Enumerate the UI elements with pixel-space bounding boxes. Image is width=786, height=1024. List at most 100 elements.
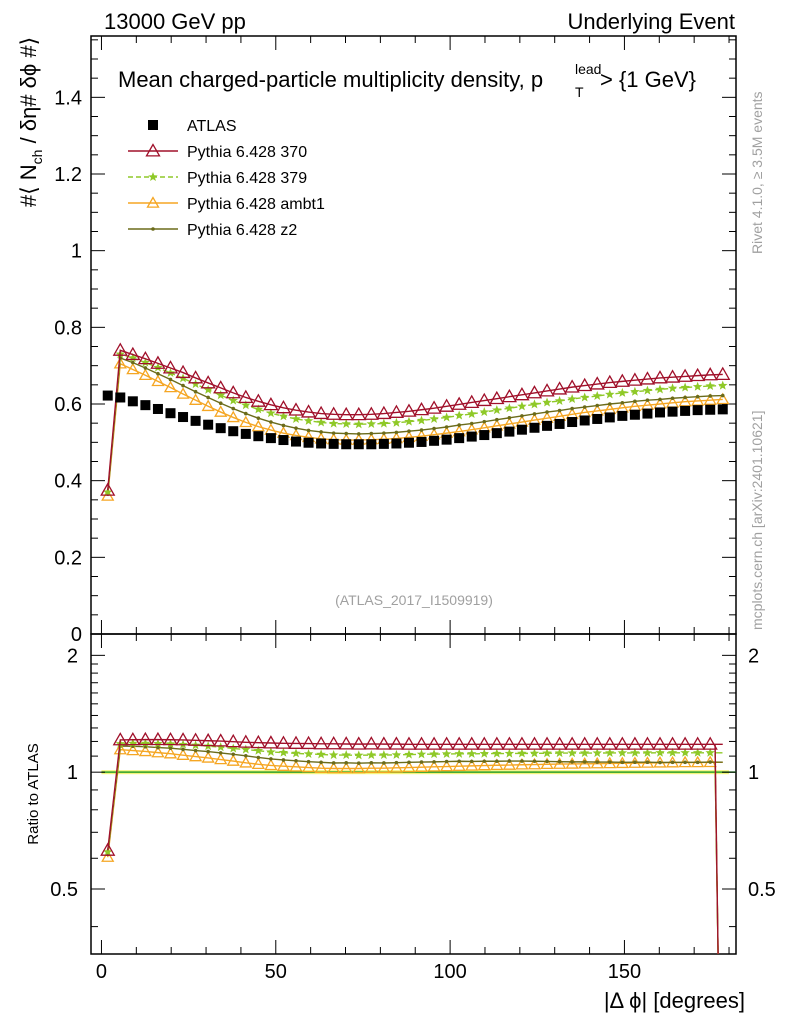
ratio-point-p370 [577, 736, 593, 750]
main-y-tick-label: 0.4 [54, 471, 82, 493]
point-p370 [551, 381, 568, 395]
ratio-point-p379 [579, 748, 590, 758]
ratio-y-axis-label-group: Ratio to ATLAS [25, 743, 42, 844]
point-p379 [140, 357, 151, 367]
point-p379 [605, 389, 615, 399]
point-p370 [263, 396, 279, 411]
ratio-point-z2 [369, 761, 374, 765]
point-p379 [354, 419, 364, 429]
ratio-point-ambt1 [239, 756, 253, 768]
ratio-point-p370 [338, 736, 354, 750]
mcplots-label: mcplots.cern.ch [arXiv:2401.10621] [749, 411, 765, 630]
point-z2 [143, 366, 148, 370]
point-atlas [127, 396, 138, 407]
svg-text:#⟨ Nch / δη# δϕ #⟩: #⟨ Nch / δη# δϕ #⟩ [16, 37, 45, 207]
ratio-point-ambt1 [414, 760, 429, 772]
ratio-point-p379 [266, 747, 276, 757]
point-p370 [338, 406, 354, 421]
ratio-point-p379 [404, 749, 414, 759]
ratio-point-z2 [218, 751, 223, 755]
ratio-point-p379 [128, 738, 138, 748]
chart-title-sub: T [575, 84, 584, 100]
point-p370 [652, 370, 668, 384]
point-p370 [451, 396, 467, 410]
ratio-point-p379 [479, 748, 490, 758]
ratio-point-p370 [702, 736, 718, 750]
legend-marker-ambt1 [146, 196, 160, 208]
point-p379 [328, 418, 339, 428]
ratio-point-ambt1 [289, 760, 303, 772]
ratio-point-ambt1 [214, 752, 228, 765]
chart-title: Mean charged-particle multiplicity densi… [118, 67, 543, 92]
point-p379 [680, 382, 690, 392]
ratio-point-ambt1 [578, 756, 592, 769]
ratio-point-p379 [253, 745, 264, 755]
point-z2 [344, 431, 349, 436]
point-p379 [203, 384, 213, 394]
ratio-point-p370 [489, 736, 505, 750]
point-p379 [128, 353, 138, 363]
ratio-point-ambt1 [452, 759, 466, 771]
main-y-tick-label: 1.2 [54, 164, 82, 186]
header-left: 13000 GeV pp [104, 9, 246, 34]
point-z2 [432, 426, 436, 431]
ratio-point-z2 [495, 759, 499, 764]
point-p370 [702, 367, 718, 381]
main-y-tick-label: 1 [71, 241, 82, 263]
point-p370 [614, 373, 630, 387]
point-atlas [466, 431, 477, 442]
point-p370 [288, 402, 304, 416]
point-atlas [341, 439, 352, 450]
ratio-point-p379 [529, 748, 540, 758]
ratio-point-p370 [677, 736, 693, 750]
point-p370 [326, 406, 342, 420]
y-axis-label-tail: / δη# δϕ #⟩ [16, 37, 41, 150]
point-z2 [331, 431, 336, 435]
ratio-point-ambt1 [176, 748, 190, 760]
ratio-point-ambt1 [565, 757, 579, 769]
ratio-point-z2 [407, 760, 411, 765]
point-atlas [491, 428, 502, 439]
ratio-y-tick-labels: 0.5 0.5 1 1 2 2 [50, 645, 776, 901]
ratio-point-ambt1 [527, 757, 542, 770]
ratio-point-p370 [351, 736, 367, 750]
legend-label-ambt1: Pythia 6.428 ambt1 [187, 196, 325, 213]
ratio-point-p370 [464, 736, 480, 750]
point-p370 [514, 386, 530, 401]
legend-item-z2: Pythia 6.428 z2 [128, 222, 297, 239]
ratio-line-p370 [107, 738, 723, 955]
ratio-point-ambt1 [364, 761, 378, 773]
ratio-axis-ticks [91, 634, 736, 954]
ratio-point-p370 [313, 736, 329, 750]
ratio-point-z2 [645, 760, 650, 764]
legend-label-z2: Pythia 6.428 z2 [187, 222, 297, 239]
ratio-line-p379 [107, 742, 723, 955]
ratio-point-p370 [451, 736, 467, 750]
ratio-point-ambt1 [552, 757, 567, 769]
point-p379 [102, 487, 113, 497]
ratio-y-axis-label: Ratio to ATLAS [25, 743, 42, 844]
point-p370 [639, 371, 656, 385]
ratio-point-z2 [432, 760, 436, 764]
point-z2 [670, 396, 675, 401]
ratio-point-p379 [517, 748, 527, 758]
point-p379 [404, 416, 414, 426]
point-p370 [100, 482, 116, 496]
ratio-point-p370 [112, 732, 128, 746]
point-ambt1 [151, 374, 165, 387]
point-p370 [213, 380, 229, 394]
point-p370 [489, 390, 505, 405]
point-ambt1 [703, 393, 717, 405]
ratio-point-p370 [388, 736, 405, 750]
point-atlas [152, 403, 163, 414]
ratio-point-p370 [100, 842, 116, 856]
ratio-point-z2 [708, 760, 712, 764]
ratio-point-z2 [444, 759, 449, 764]
point-p370 [162, 360, 179, 374]
ratio-point-z2 [306, 759, 311, 764]
point-atlas [567, 417, 578, 428]
x-tick-label: 50 [265, 961, 287, 983]
ratio-line-ambt1 [107, 748, 723, 955]
point-atlas [178, 412, 189, 423]
point-atlas [316, 438, 327, 449]
